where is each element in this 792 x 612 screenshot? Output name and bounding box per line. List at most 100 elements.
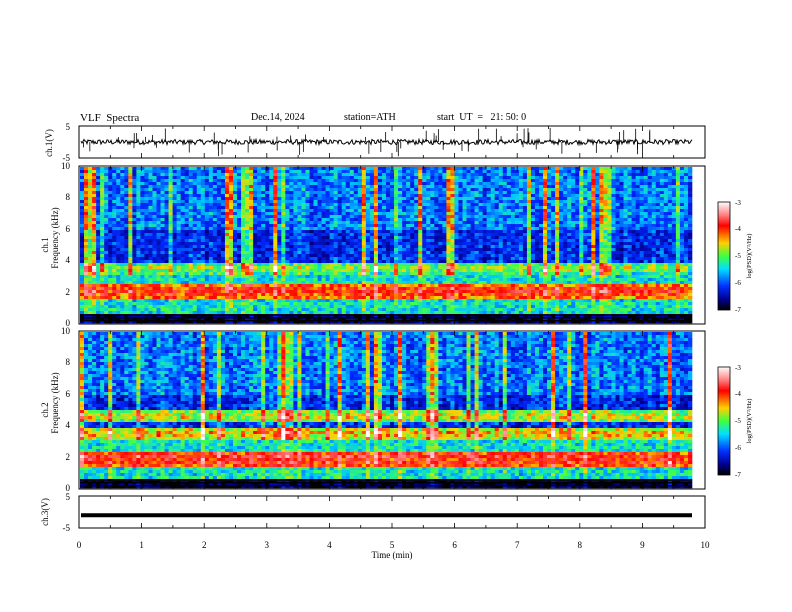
spectrogram-cell — [627, 233, 632, 237]
spectrogram-cell — [321, 251, 326, 255]
spectrogram-cell — [293, 179, 298, 183]
spectrogram-cell — [635, 206, 640, 210]
spectrogram-cell — [144, 245, 149, 249]
spectrogram-cell — [88, 182, 93, 186]
spectrogram-cell — [204, 212, 210, 216]
spectrogram-cell — [353, 203, 359, 207]
spectrogram-cell — [635, 221, 640, 225]
spectrogram-cell — [168, 242, 173, 246]
spectrogram-cell — [357, 167, 363, 171]
spectrogram-cell — [325, 215, 330, 219]
spectrogram-cell — [261, 200, 266, 204]
spectrogram-cell — [575, 206, 580, 210]
spectrogram-cell — [615, 242, 620, 246]
spectrogram-cell — [269, 239, 274, 243]
spectrogram-cell — [257, 239, 262, 243]
spectrogram-cell — [301, 260, 306, 264]
spectrogram-cell — [647, 173, 653, 177]
spectrogram-cell — [647, 212, 653, 216]
spectrogram-cell — [422, 194, 427, 198]
spectrogram-cell — [172, 215, 177, 219]
spectrogram-cell — [526, 260, 532, 264]
spectrogram-cell — [683, 179, 689, 183]
spectrogram-cell — [285, 182, 290, 186]
spectrogram-cell — [377, 233, 383, 237]
spectrogram-cell — [373, 176, 379, 180]
spectrogram-cell — [607, 221, 612, 225]
spectrogram-cell — [502, 200, 508, 204]
spectrogram-cell — [341, 245, 347, 249]
spectrogram-cell — [611, 245, 616, 249]
spectrogram-cell — [329, 176, 334, 180]
spectrogram-cell — [551, 257, 556, 261]
spectrogram-cell — [249, 194, 254, 198]
spectrogram-cell — [325, 179, 330, 183]
spectrogram-cell — [309, 257, 314, 261]
spectrogram-cell — [329, 236, 334, 240]
spectrogram-cell — [458, 188, 463, 192]
spectrogram-cell — [530, 248, 536, 252]
spectrogram-cell — [88, 263, 93, 267]
spectrogram-cell — [176, 227, 181, 231]
spectrogram-cell — [675, 179, 681, 183]
spectrogram-cell — [257, 236, 262, 240]
spectrogram-cell — [402, 227, 407, 231]
spectrogram-cell — [526, 236, 532, 240]
spectrogram-cell — [289, 182, 294, 186]
spectrogram-cell — [241, 176, 246, 180]
spectrogram-cell — [164, 242, 169, 246]
spectrogram-cell — [526, 227, 532, 231]
spectrogram-cell — [220, 179, 226, 183]
spectrogram-cell — [627, 212, 632, 216]
spectrogram-cell — [402, 206, 407, 210]
spectrogram-cell — [212, 206, 218, 210]
spectrogram-cell — [237, 227, 242, 231]
spectrogram-cell — [361, 173, 367, 177]
spectrogram-cell — [675, 242, 681, 246]
spectrogram-cell — [567, 212, 572, 216]
spectrogram-cell — [337, 176, 343, 180]
spectrogram-cell — [438, 260, 443, 264]
spectrogram-cell — [603, 236, 608, 240]
spectrogram-cell — [180, 251, 185, 255]
spectrogram-cell — [667, 167, 673, 171]
spectrogram-cell — [373, 218, 379, 222]
spectrogram-cell — [329, 251, 334, 255]
spectrogram-cell — [438, 251, 443, 255]
spectrogram-cell — [345, 215, 351, 219]
spectrogram-cell — [518, 248, 524, 252]
spectrogram-cell — [156, 200, 161, 204]
spectrogram-cell — [394, 203, 399, 207]
spectrogram-cell — [490, 254, 496, 258]
spectrogram-cell — [394, 170, 399, 174]
spectrogram-cell — [144, 185, 149, 189]
spectrogram-cell — [245, 254, 250, 258]
spectrogram-cell — [297, 176, 302, 180]
spectrogram-cell — [321, 215, 326, 219]
spectrogram-cell — [293, 200, 298, 204]
spectrogram-cell — [551, 218, 556, 222]
spectrogram-cell — [390, 236, 395, 240]
spectrogram-cell — [442, 239, 447, 243]
spectrogram-cell — [506, 188, 512, 192]
spectrogram-cell — [583, 221, 588, 225]
spectrogram-cell — [353, 185, 359, 189]
spectrogram-cell — [478, 200, 483, 204]
spectrogram-cell — [361, 245, 367, 249]
spectrogram-cell — [180, 254, 185, 258]
spectrogram-cell — [575, 236, 580, 240]
spectrogram-cell — [442, 200, 447, 204]
spectrogram-cell — [450, 200, 455, 204]
spectrogram-cell — [474, 218, 479, 222]
spectrogram-cell — [410, 185, 415, 189]
spectrogram-cell — [687, 182, 693, 186]
spectrogram-cell — [627, 260, 632, 264]
spectrogram-cell — [647, 239, 653, 243]
spectrogram-cell — [144, 257, 149, 261]
spectrogram-cell — [442, 251, 447, 255]
spectrogram-cell — [124, 230, 129, 234]
spectrogram-cell — [571, 170, 576, 174]
spectrogram-cell — [220, 176, 226, 180]
spectrogram-cell — [305, 182, 310, 186]
spectrogram-cell — [112, 260, 117, 264]
